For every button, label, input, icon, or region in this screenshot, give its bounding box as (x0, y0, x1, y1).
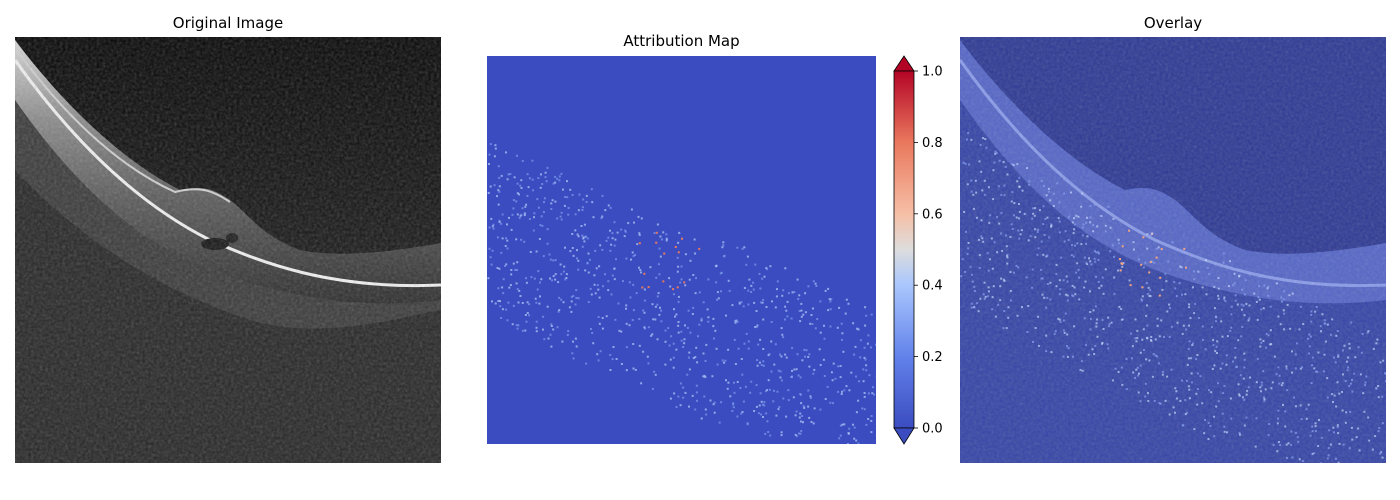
overlay-image (960, 37, 1386, 463)
colorbar-tick-label: 0.4 (922, 279, 943, 294)
attribution-heatmap (487, 56, 876, 444)
original-image (15, 37, 441, 463)
attribution-map-title: Attribution Map (623, 32, 740, 50)
colorbar-extend-max (893, 55, 915, 72)
overlay-title: Overlay (1143, 14, 1203, 32)
colorbar-tick-label: 0.0 (922, 422, 943, 437)
colorbar-tick-label: 0.2 (922, 350, 943, 365)
original-image-title: Original Image (172, 14, 284, 32)
colorbar-extend-min (893, 427, 915, 445)
colorbar-tick-label: 1.0 (922, 65, 943, 80)
colorbar-tick-label: 0.8 (922, 136, 943, 151)
colorbar-tick-label: 0.6 (922, 207, 943, 222)
colorbar: 0.0 0.2 0.4 0.6 0.8 1.0 (893, 55, 943, 445)
